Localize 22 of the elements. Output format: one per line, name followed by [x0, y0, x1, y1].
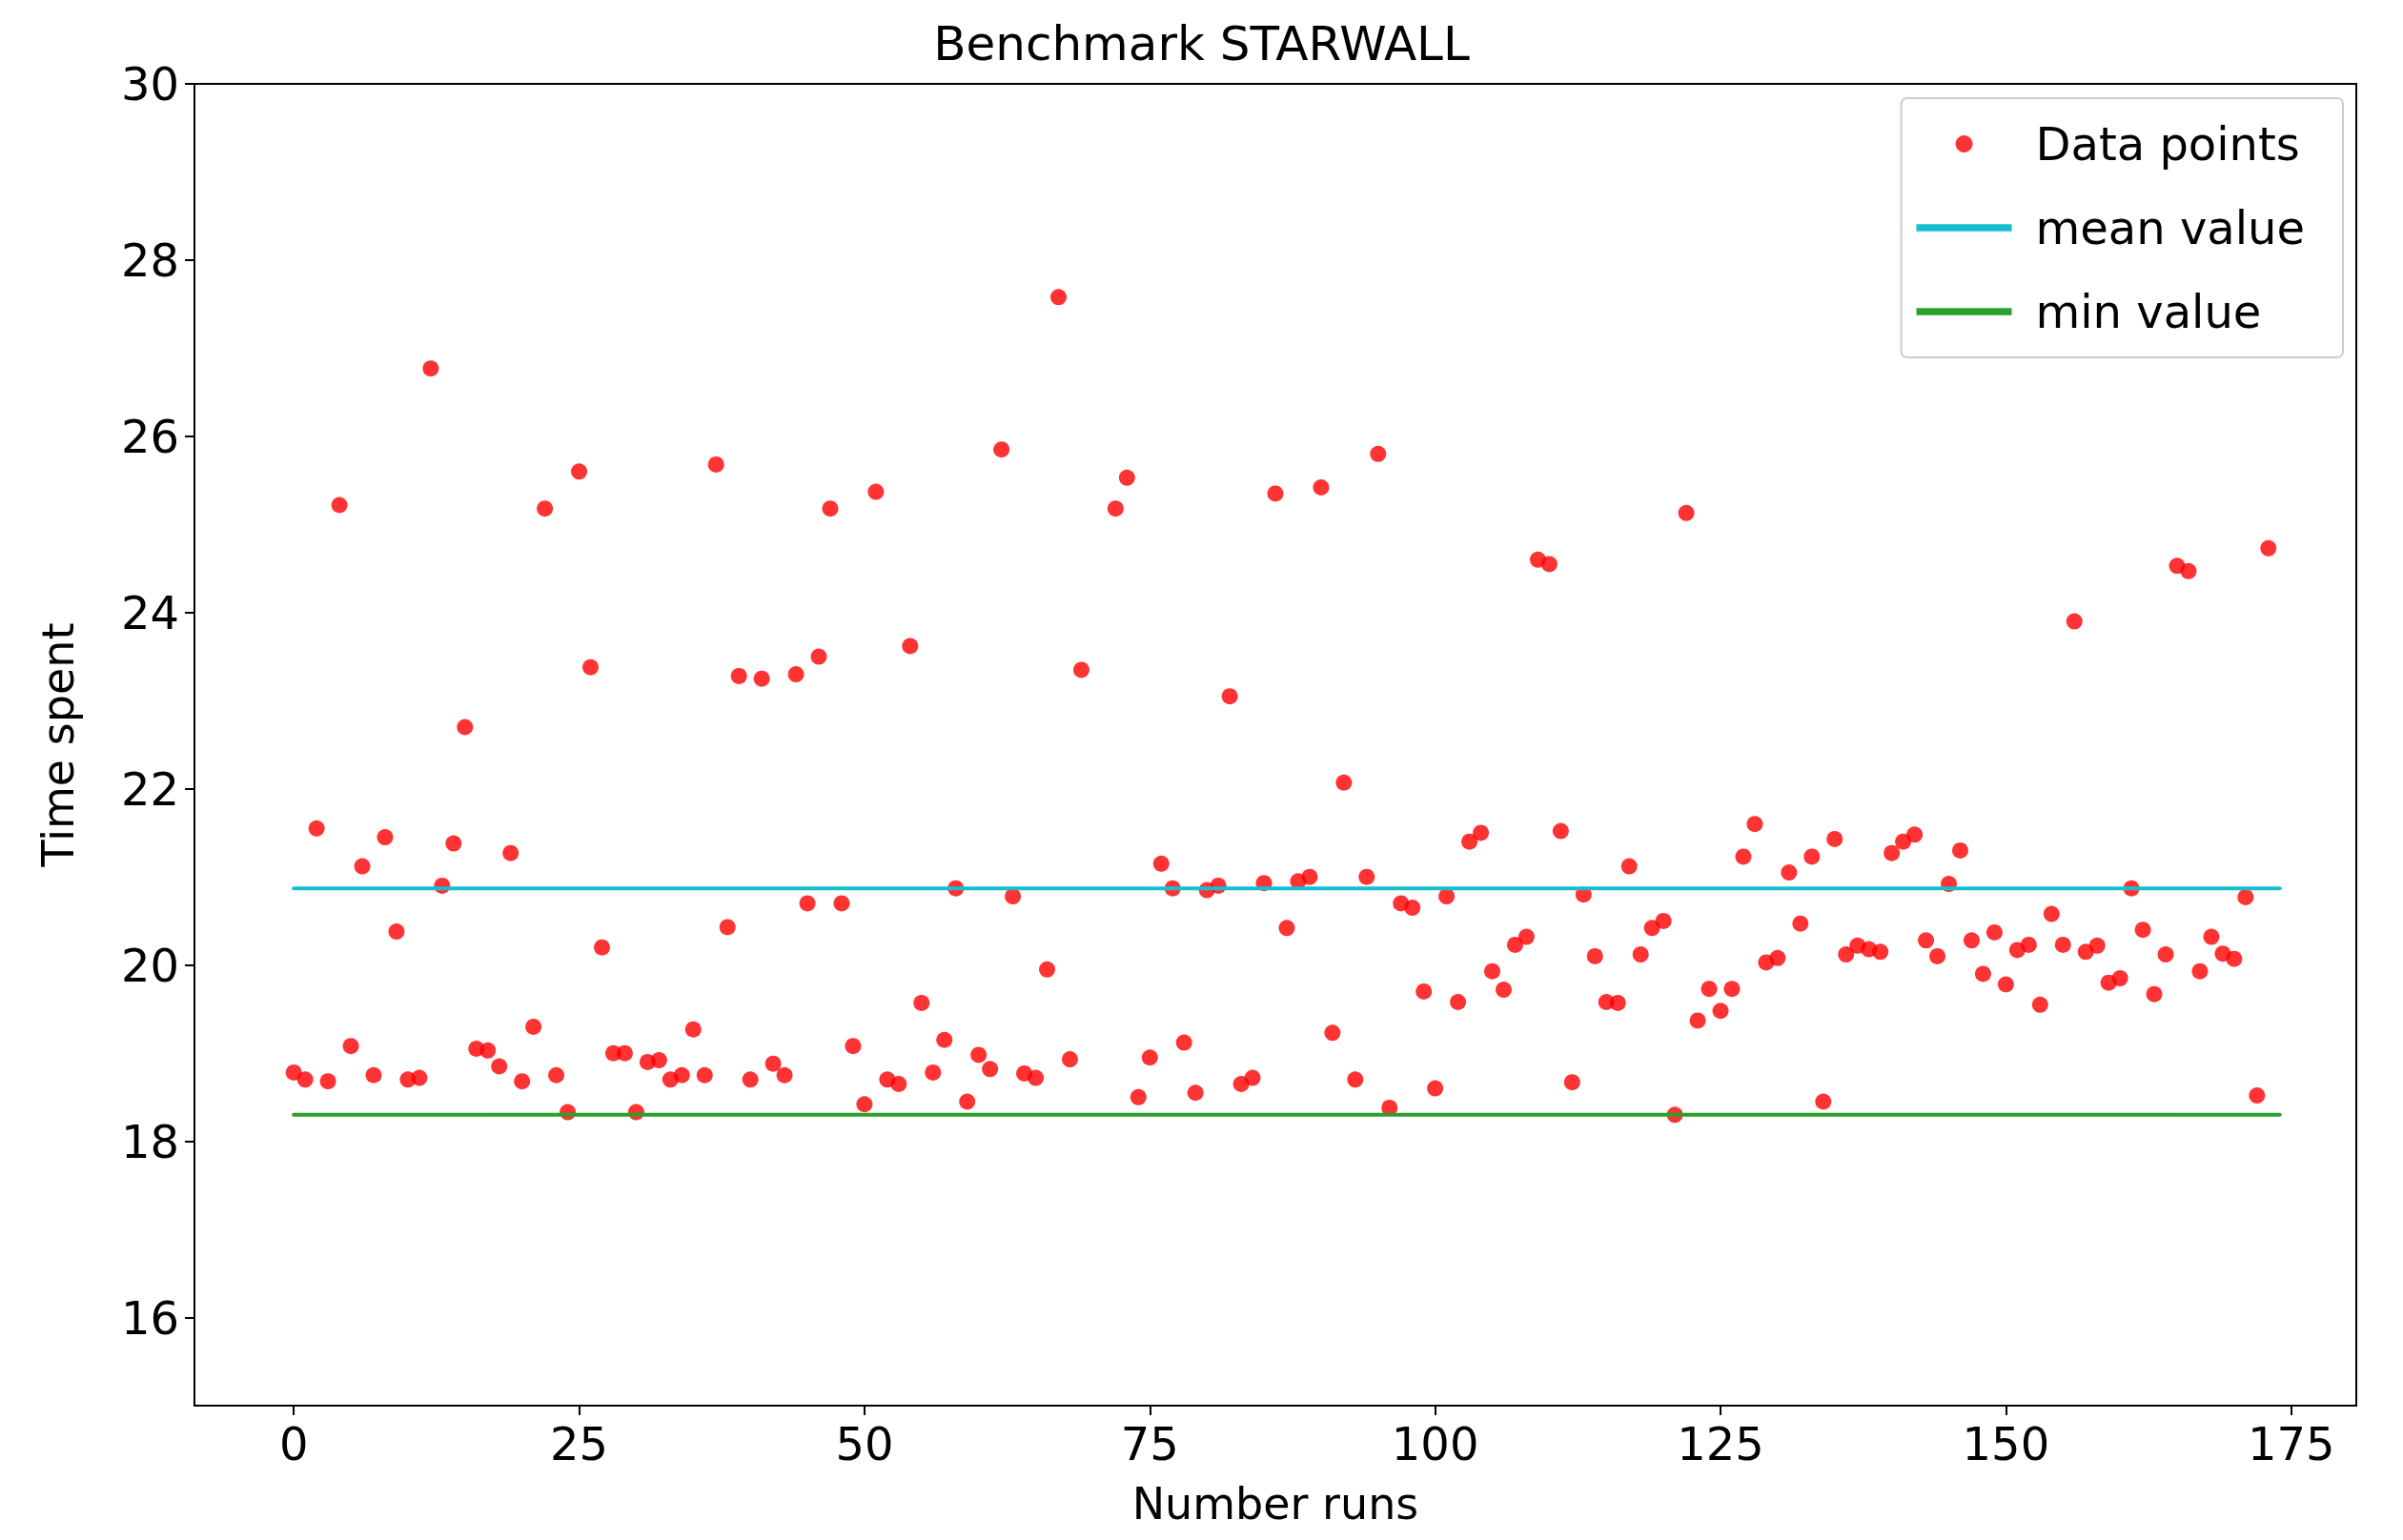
y-tick-label: 16 — [120, 1290, 179, 1345]
x-tick-label: 125 — [1677, 1417, 1764, 1470]
x-tick-label: 50 — [835, 1417, 894, 1470]
y-tick-label: 30 — [120, 57, 179, 111]
legend-label: mean value — [2035, 201, 2306, 254]
y-tick-label: 18 — [120, 1114, 179, 1168]
x-tick-label: 75 — [1120, 1417, 1179, 1470]
x-tick-label: 100 — [1391, 1417, 1479, 1470]
legend-label: min value — [2035, 285, 2262, 338]
y-tick-label: 26 — [120, 409, 179, 463]
y-tick-label: 20 — [120, 938, 179, 992]
y-axis-title: Time spent — [32, 622, 84, 868]
y-tick-label: 24 — [120, 585, 179, 639]
y-tick-label: 22 — [120, 761, 179, 816]
legend-label: Data points — [2035, 117, 2300, 171]
x-axis-title: Number runs — [1131, 1478, 1419, 1530]
x-tick-label: 0 — [278, 1417, 309, 1470]
y-tick-label: 28 — [120, 233, 179, 287]
x-tick-label: 25 — [550, 1417, 609, 1470]
x-tick-label: 175 — [2247, 1417, 2335, 1470]
chart-title: Benchmark STARWALL — [933, 16, 1470, 71]
x-tick-label: 150 — [1962, 1417, 2050, 1470]
